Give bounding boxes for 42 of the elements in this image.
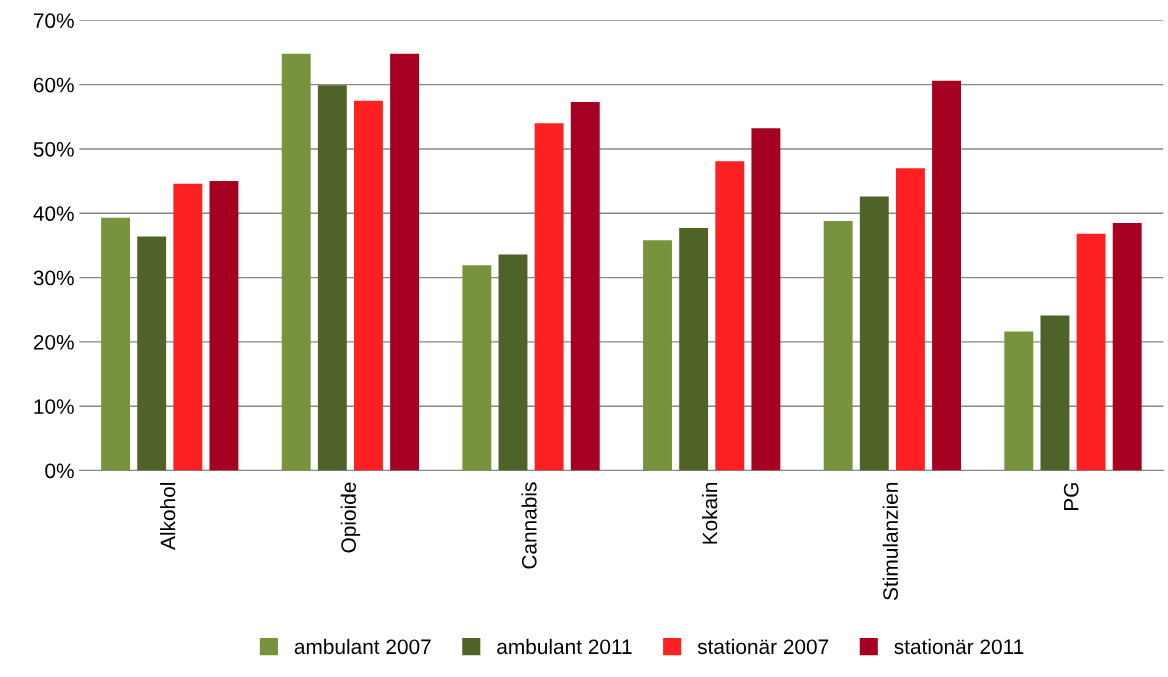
bar — [715, 161, 745, 471]
bar — [823, 220, 853, 471]
legend-label: ambulant 2011 — [497, 638, 632, 655]
y-tick-label: 20% — [33, 334, 74, 350]
x-tick-label: PG — [1063, 483, 1079, 511]
y-tick-label: 0% — [45, 463, 74, 479]
bar — [317, 85, 347, 471]
y-tick-label: 30% — [33, 270, 74, 286]
bar — [137, 236, 167, 471]
legend-label: ambulant 2007 — [294, 638, 431, 655]
legend-label: stationär 2007 — [697, 638, 829, 655]
legend-label: stationär 2011 — [894, 638, 1024, 655]
bar — [281, 53, 311, 471]
y-tick-label: 50% — [33, 141, 74, 157]
bar — [1004, 331, 1034, 471]
y-tick-label: 40% — [33, 206, 74, 222]
bar — [354, 100, 383, 471]
bar — [101, 217, 131, 471]
bar — [932, 80, 961, 471]
x-tick-label: Cannabis — [521, 482, 537, 569]
bar — [895, 168, 925, 471]
bar — [1040, 315, 1070, 471]
bar — [570, 101, 600, 471]
bar — [643, 240, 672, 471]
bar — [462, 265, 492, 471]
bar — [209, 181, 239, 471]
bar — [859, 196, 889, 471]
bar — [498, 254, 528, 471]
y-tick-label: 70% — [33, 13, 74, 29]
bar — [679, 228, 709, 471]
y-tick-label: 60% — [33, 77, 74, 93]
bar — [390, 53, 420, 471]
bar — [1112, 222, 1142, 471]
y-tick-label: 10% — [34, 399, 74, 414]
bar — [534, 123, 564, 471]
bar — [1076, 233, 1106, 471]
x-tick-label: Kokain — [701, 482, 718, 544]
bar — [173, 183, 203, 471]
bar — [751, 128, 781, 471]
x-tick-label: Stimulanzien — [882, 482, 898, 600]
x-tick-label: Alkohol — [160, 483, 176, 550]
x-tick-label: Opioide — [340, 482, 361, 553]
